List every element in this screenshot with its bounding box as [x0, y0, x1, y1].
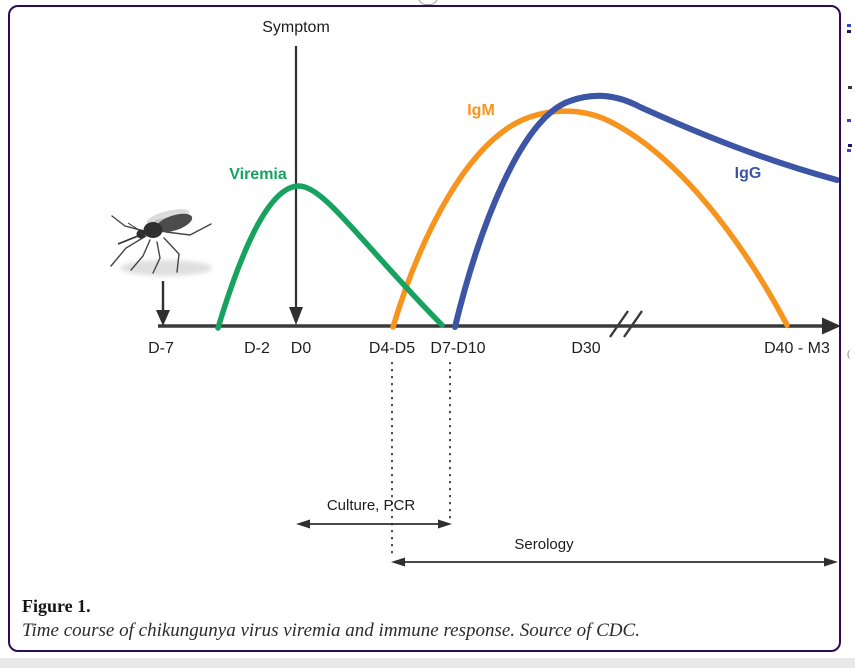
serology-range-arrow [391, 557, 838, 567]
igm-curve [390, 108, 790, 330]
page-crop-artifact [848, 86, 852, 89]
symptom-label: Symptom [262, 19, 330, 36]
axis-arrowhead-icon [822, 317, 841, 335]
figure-caption: Time course of chikungunya virus viremia… [22, 620, 640, 641]
bite-arrow-icon [156, 281, 170, 326]
page-crop-artifact [847, 149, 851, 152]
tick-d-2: D-2 [244, 340, 270, 357]
igg-curve [452, 92, 840, 330]
tick-d7-d10: D7-D10 [430, 340, 486, 357]
viremia-label: Viremia [229, 166, 287, 183]
tick-d0: D0 [290, 340, 312, 357]
serology-label: Serology [514, 536, 574, 553]
tick-d30: D30 [571, 340, 601, 357]
mosquito-icon [110, 209, 212, 276]
axis-break-icon [609, 310, 643, 338]
tick-d40-m3: D40 - M3 [764, 340, 830, 357]
igg-label: IgG [734, 165, 762, 182]
culture-pcr-range-arrow [296, 519, 452, 529]
viremia-curve [215, 183, 445, 331]
tick-d-7: D-7 [148, 340, 174, 357]
culture-pcr-label: Culture, PCR [326, 497, 416, 514]
page-crop-artifact [847, 30, 851, 33]
page-crop-artifact [848, 144, 852, 147]
symptom-arrow-icon [289, 46, 303, 325]
igm-label: IgM [467, 102, 495, 119]
page-crop-artifact [847, 24, 851, 27]
page-bottom-strip [0, 658, 855, 668]
figure-title: Figure 1. [22, 596, 91, 616]
tick-d4-d5: D4-D5 [368, 340, 416, 357]
page-crop-artifact-glyph: ( [847, 348, 851, 360]
page-crop-artifact [847, 119, 851, 122]
